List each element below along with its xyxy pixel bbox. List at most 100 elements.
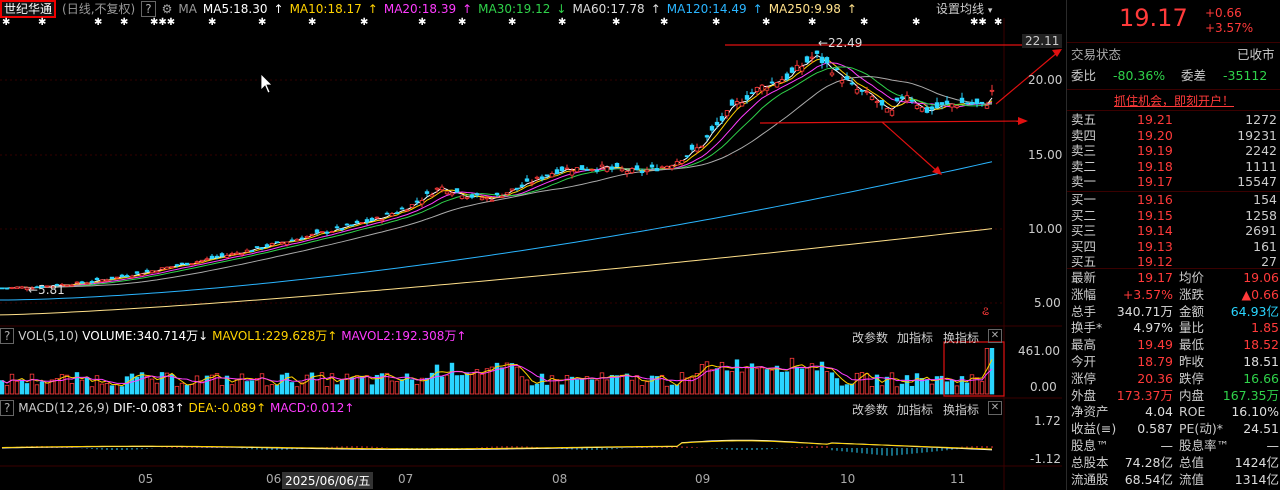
event-markers-row[interactable]: ✱ ✱ ✱ ✱ ✱✱✱ ✱ ✱ ✱ ✱ ✱ ✱ ✱ ✱ ✱ ✱ ✱ ✱ ✱ ✱ … [0, 17, 1004, 29]
star-icon[interactable]: ✱ [558, 17, 567, 28]
volume-bar [39, 381, 45, 395]
volume-bar [234, 378, 240, 395]
bid-price[interactable]: 19.13 [1137, 238, 1173, 254]
candle-body [619, 168, 625, 172]
candle-body [374, 216, 380, 219]
bid-price[interactable]: 19.16 [1137, 192, 1173, 207]
open-account-promo-link[interactable]: 抓住机会，即刻开户！ [1113, 94, 1234, 108]
star-icon[interactable]: ✱ [308, 17, 317, 28]
candle-body [934, 102, 940, 109]
star-icon[interactable]: ✱ [860, 17, 869, 28]
bid-price[interactable]: 19.12 [1137, 254, 1173, 270]
ask-price[interactable]: 19.17 [1137, 174, 1173, 190]
candle-body [949, 103, 955, 108]
star-icon[interactable]: ✱ [38, 17, 47, 28]
star-icon[interactable]: ✱ [208, 17, 217, 28]
volume-bar [524, 379, 530, 395]
stat-label: 外盘 [1071, 387, 1097, 403]
vol-add-indicator-button[interactable]: 加指标 [897, 331, 934, 345]
chart-area[interactable]: 世纪华通 (日线,不复权)? ⚙ MA MA5:18.30 ↑ MA10:18.17 ↑ MA2… [0, 0, 1063, 490]
volume-bar [109, 385, 115, 395]
volume-bar [804, 367, 810, 395]
help-icon[interactable]: ? [141, 1, 156, 17]
candle-body [114, 276, 120, 279]
vol-edit-params-button[interactable]: 改参数 [852, 331, 889, 345]
ask-price[interactable]: 19.19 [1137, 143, 1173, 159]
candle-body [164, 266, 170, 270]
volume-value: VOLUME:340.714万↓ [82, 329, 209, 343]
event-marker-icon[interactable]: ଌ [982, 304, 990, 318]
candle-body [894, 97, 900, 102]
quote-panel: 19.17 +0.66 +3.57% 交易状态 已收市 委比 -80.36% 委… [1066, 0, 1280, 490]
volume-header: ? VOL(5,10) VOLUME:340.714万↓ MAVOL1:229.… [0, 328, 466, 344]
candle-body [509, 188, 515, 191]
ask-price[interactable]: 19.21 [1137, 112, 1173, 127]
volume-bar [259, 373, 265, 395]
candle-body [169, 266, 175, 269]
volume-bar [984, 347, 990, 395]
help-icon[interactable]: ? [0, 328, 15, 344]
stat-label: 流通股 [1071, 471, 1109, 487]
help-icon[interactable]: ? [0, 400, 15, 416]
star-icon[interactable]: ✱ [2, 17, 11, 28]
volume-bar [934, 376, 940, 395]
candle-body [964, 102, 970, 105]
candle-body [614, 162, 620, 168]
star-icon[interactable]: ✱ [612, 17, 621, 28]
volume-bar [569, 376, 575, 395]
volume-bar [924, 379, 930, 395]
candle-body [309, 233, 315, 236]
volume-bar [34, 384, 40, 395]
macd-edit-params-button[interactable]: 改参数 [852, 403, 889, 417]
star-icon[interactable]: ✱ [94, 17, 103, 28]
star-icon[interactable]: ✱ [258, 17, 267, 28]
star-icon[interactable]: ✱ [418, 17, 427, 28]
ask-price[interactable]: 19.20 [1137, 127, 1173, 143]
ma30-text: MA30:19.12 [478, 2, 551, 16]
candle-body [39, 285, 45, 288]
dif-value: DIF:-0.083↑ [113, 401, 185, 415]
star-icon[interactable]: ✱ [360, 17, 369, 28]
volume-bar [519, 376, 525, 395]
close-icon[interactable]: ✕ [988, 401, 1002, 415]
star-icon[interactable]: ✱ [712, 17, 721, 28]
volume-bar [384, 372, 390, 395]
volume-bar [489, 366, 495, 395]
stat-label: 股息™ [1071, 438, 1109, 453]
volume-bar [224, 375, 230, 395]
candle-body [94, 277, 100, 281]
period-label[interactable]: (日线,不复权) [62, 2, 136, 16]
candle-body [469, 194, 475, 198]
star-icon[interactable]: ✱ [120, 17, 129, 28]
bid-price[interactable]: 19.14 [1137, 223, 1173, 239]
star-icon[interactable]: ✱ [912, 17, 921, 28]
bid-label: 买三 [1071, 223, 1097, 239]
volume-bar [809, 363, 815, 395]
star-icon[interactable]: ✱ [508, 17, 517, 28]
macd-add-indicator-button[interactable]: 加指标 [897, 403, 934, 417]
gear-icon[interactable]: ⚙ [161, 2, 173, 16]
bid-price[interactable]: 19.15 [1137, 207, 1173, 223]
bid-label: 买四 [1071, 238, 1097, 254]
stock-name[interactable]: 世纪华通 [0, 0, 57, 18]
ma-header: 世纪华通 (日线,不复权)? ⚙ MA MA5:18.30 ↑ MA10:18.17 ↑ MA2… [0, 0, 1062, 18]
star-icon[interactable]: ✱ [458, 17, 467, 28]
candle-body [134, 271, 140, 274]
volume-bar [799, 368, 805, 395]
star-icon[interactable]: ✱ [994, 17, 1003, 28]
volume-bar [719, 361, 725, 395]
ask-price[interactable]: 19.18 [1137, 158, 1173, 174]
macd-switch-indicator-button[interactable]: 换指标 [943, 403, 980, 417]
volume-bar [959, 376, 965, 395]
star-icon[interactable]: ✱ [808, 17, 817, 28]
chart-canvas[interactable] [0, 0, 1062, 490]
star-icon[interactable]: ✱✱✱ [150, 17, 176, 28]
close-icon[interactable]: ✕ [988, 329, 1002, 343]
star-icon[interactable]: ✱ [660, 17, 669, 28]
star-icon[interactable]: ✱ [762, 17, 771, 28]
vol-switch-indicator-button[interactable]: 换指标 [943, 331, 980, 345]
volume-bar [684, 377, 690, 395]
settings-ma-button[interactable]: 设置均线 ▾ [936, 0, 992, 20]
star-icon[interactable]: ✱✱ [970, 17, 987, 28]
volume-bar [344, 373, 350, 395]
